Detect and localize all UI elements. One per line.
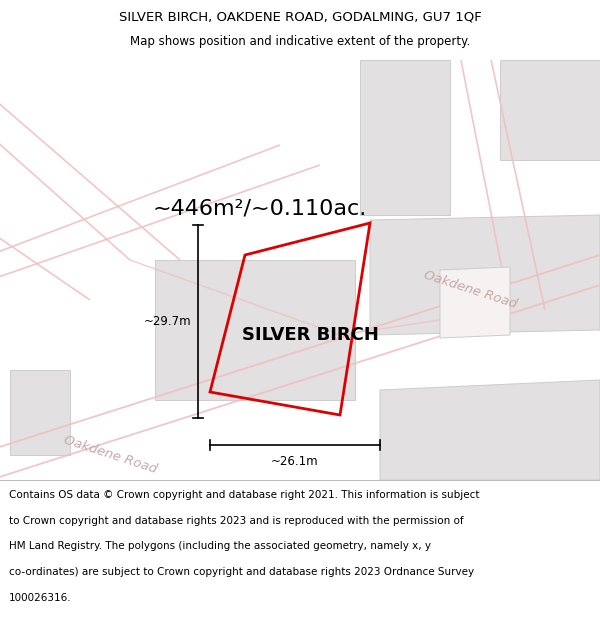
- Polygon shape: [155, 260, 355, 400]
- Text: Map shows position and indicative extent of the property.: Map shows position and indicative extent…: [130, 36, 470, 49]
- Text: SILVER BIRCH, OAKDENE ROAD, GODALMING, GU7 1QF: SILVER BIRCH, OAKDENE ROAD, GODALMING, G…: [119, 10, 481, 23]
- Text: ~26.1m: ~26.1m: [271, 455, 319, 468]
- Text: HM Land Registry. The polygons (including the associated geometry, namely x, y: HM Land Registry. The polygons (includin…: [9, 541, 431, 551]
- Polygon shape: [370, 215, 600, 335]
- Polygon shape: [360, 60, 450, 215]
- Text: Contains OS data © Crown copyright and database right 2021. This information is : Contains OS data © Crown copyright and d…: [9, 490, 479, 500]
- Text: Oakdene Road: Oakdene Road: [62, 434, 158, 476]
- Text: ~29.7m: ~29.7m: [143, 315, 191, 328]
- Polygon shape: [10, 370, 70, 455]
- Text: ~446m²/~0.110ac.: ~446m²/~0.110ac.: [153, 198, 367, 218]
- Text: co-ordinates) are subject to Crown copyright and database rights 2023 Ordnance S: co-ordinates) are subject to Crown copyr…: [9, 567, 474, 577]
- Text: 100026316.: 100026316.: [9, 592, 71, 602]
- Polygon shape: [440, 267, 510, 338]
- Polygon shape: [500, 60, 600, 160]
- Text: Oakdene Road: Oakdene Road: [422, 269, 518, 311]
- Text: to Crown copyright and database rights 2023 and is reproduced with the permissio: to Crown copyright and database rights 2…: [9, 516, 464, 526]
- Text: SILVER BIRCH: SILVER BIRCH: [242, 326, 379, 344]
- Polygon shape: [380, 380, 600, 480]
